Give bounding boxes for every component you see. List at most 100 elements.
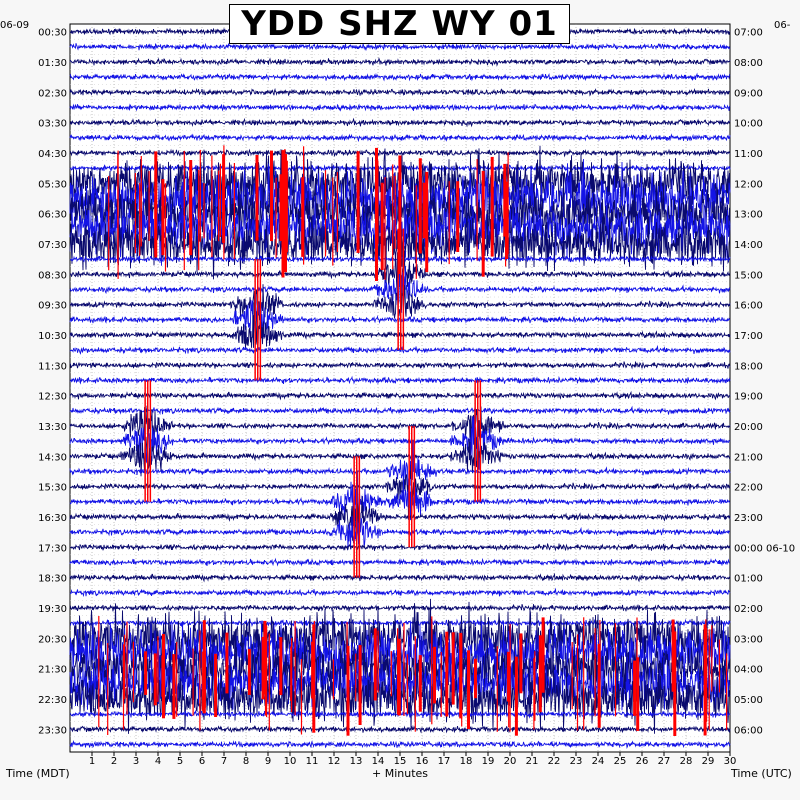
clipped-spike (286, 160, 288, 253)
left-time-label: 00:30 (38, 28, 67, 39)
clipped-spike (291, 638, 293, 712)
event-spike (353, 456, 355, 578)
seismic-trace (69, 344, 731, 355)
left-time-label: 07:30 (38, 240, 67, 251)
event-spike (254, 259, 256, 381)
clipped-spike (377, 630, 379, 693)
clipped-spike (451, 632, 455, 705)
clipped-spike (201, 651, 203, 711)
clipped-spike (414, 636, 416, 732)
left-time-label: 14:30 (38, 452, 67, 463)
clipped-spike (107, 643, 109, 735)
seismic-trace (69, 390, 731, 401)
clipped-spike (199, 630, 201, 731)
event-spike (400, 228, 402, 350)
clipped-spike (356, 151, 360, 253)
x-tick-label: 10 (284, 756, 297, 767)
seismic-trace (69, 464, 731, 520)
right-axis-title: Time (UTC) (731, 767, 792, 780)
left-time-label: 22:30 (38, 695, 67, 706)
clipped-spike (247, 648, 251, 695)
x-tick-label: 18 (460, 756, 473, 767)
clipped-spike (506, 651, 510, 702)
left-time-label: 15:30 (38, 483, 67, 494)
clipped-spike (431, 616, 433, 725)
event-spike (147, 380, 149, 502)
clipped-spike (162, 634, 165, 719)
right-time-label: 01:00 (734, 574, 763, 585)
clipped-spike (284, 149, 286, 264)
event-spike (402, 228, 405, 350)
event-spike (149, 380, 152, 502)
clipped-spike (346, 645, 350, 736)
left-time-label: 11:30 (38, 361, 67, 372)
clipped-spike (233, 163, 235, 259)
clipped-spike (214, 653, 218, 717)
x-tick-label: 14 (372, 756, 385, 767)
right-time-label: 19:00 (734, 392, 763, 403)
left-time-label: 19:30 (38, 604, 67, 615)
event-spike (358, 456, 361, 578)
right-time-label: 23:00 (734, 513, 763, 524)
left-time-label: 01:30 (38, 58, 67, 69)
right-time-label: 07:00 (734, 28, 763, 39)
right-time-label: 03:00 (734, 634, 763, 645)
clipped-spike (290, 646, 292, 701)
clipped-spike (122, 654, 125, 702)
seismic-trace (69, 439, 731, 493)
right-time-label: 04:00 (734, 665, 763, 676)
left-time-label: 08:30 (38, 270, 67, 281)
clipped-spike (148, 171, 150, 241)
clipped-spike (509, 623, 511, 732)
clipped-spike (153, 653, 157, 706)
clipped-spike (467, 650, 470, 729)
seismic-trace (69, 740, 731, 749)
x-tick-label: 28 (680, 756, 693, 767)
event-spike (411, 425, 413, 548)
event-spike (474, 380, 476, 502)
left-time-label: 20:30 (38, 634, 67, 645)
x-tick-label: 17 (438, 756, 451, 767)
left-time-label: 03:30 (38, 119, 67, 130)
seismic-trace (69, 604, 731, 613)
clipped-spike (726, 653, 728, 730)
event-spike (259, 259, 262, 381)
x-tick-label: 20 (504, 756, 517, 767)
clipped-spike (505, 189, 507, 267)
left-time-label: 06:30 (38, 210, 67, 221)
x-axis-title: + Minutes (372, 767, 429, 780)
seismic-trace (69, 598, 731, 678)
x-tick-label: 30 (724, 756, 737, 767)
clipped-spike (303, 146, 305, 265)
x-tick-label: 27 (658, 756, 671, 767)
clipped-spike (108, 175, 110, 271)
x-tick-label: 19 (482, 756, 495, 767)
x-tick-label: 16 (416, 756, 429, 767)
seismic-trace (69, 103, 731, 112)
right-time-label: 13:00 (734, 210, 763, 221)
left-time-label: 21:30 (38, 665, 67, 676)
clipped-spike (157, 636, 159, 702)
clipped-spike (332, 177, 334, 266)
x-tick-label: 25 (614, 756, 627, 767)
seismic-trace (69, 405, 731, 416)
clipped-spike (264, 640, 267, 716)
x-tick-label: 1 (89, 756, 95, 767)
seismic-trace (69, 587, 731, 598)
left-time-label: 05:30 (38, 179, 67, 190)
clipped-spike (154, 151, 158, 258)
x-tick-label: 15 (394, 756, 407, 767)
clipped-spike (507, 152, 509, 255)
right-time-label: 14:00 (734, 240, 763, 251)
seismic-trace (69, 543, 731, 552)
clipped-spike (445, 631, 449, 717)
seismic-trace (69, 618, 731, 628)
clipped-spike (98, 616, 100, 728)
clipped-spike (538, 635, 542, 713)
left-time-label: 23:30 (38, 725, 67, 736)
clipped-spike (132, 641, 134, 703)
clipped-spike (703, 624, 707, 736)
clipped-spike (583, 617, 585, 730)
clipped-spike (534, 651, 536, 721)
x-tick-label: 9 (265, 756, 271, 767)
